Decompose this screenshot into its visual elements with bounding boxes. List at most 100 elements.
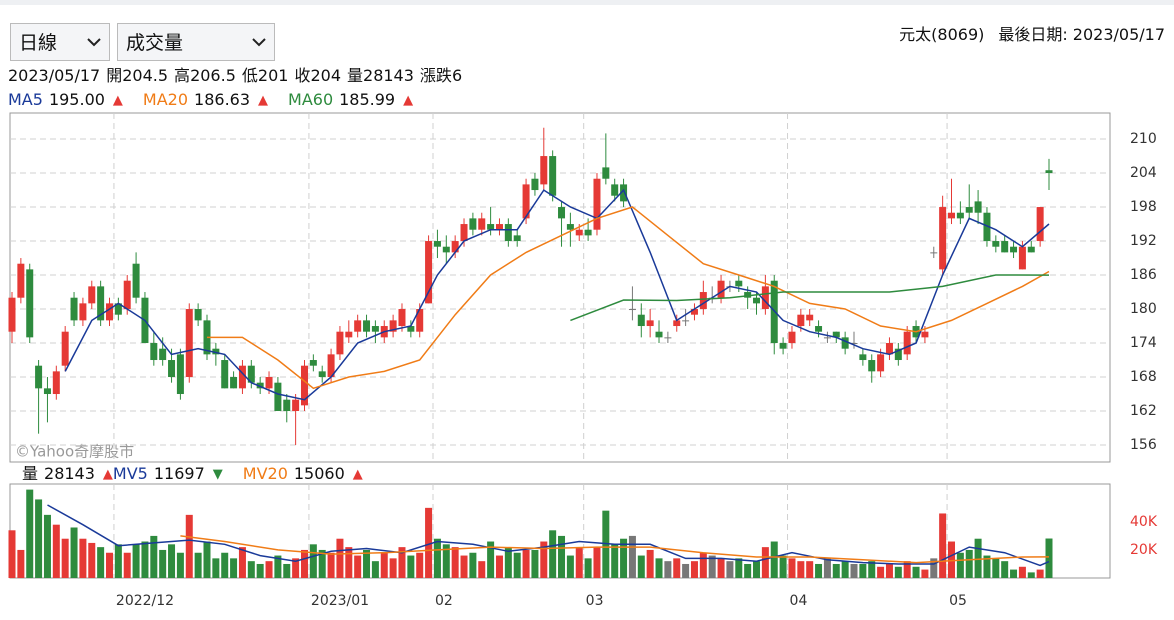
candle-body <box>221 360 229 389</box>
volume-bar <box>221 552 229 578</box>
volume-bar <box>726 561 734 578</box>
candle-body <box>779 343 787 349</box>
volume-bar <box>478 561 486 578</box>
candle-body <box>628 309 636 311</box>
volume-bar <box>584 558 592 578</box>
candle-body <box>61 331 69 366</box>
volume-bar <box>885 563 893 578</box>
volume-bar <box>43 514 51 578</box>
indicator-select[interactable]: 成交量 <box>117 23 275 61</box>
candle-body <box>992 241 1000 247</box>
candle-body <box>504 224 512 242</box>
period-select[interactable]: 日線 <box>10 23 110 61</box>
candle-body <box>753 297 761 304</box>
candle-body <box>194 309 202 321</box>
candle-body <box>159 348 167 361</box>
candle-body <box>105 303 113 321</box>
top-strip <box>0 0 1174 5</box>
volume-bar <box>300 549 308 578</box>
volume-bar <box>549 530 557 578</box>
volume-bar <box>105 552 113 578</box>
volume-bar <box>992 558 1000 578</box>
volume-bar <box>185 514 193 578</box>
chevron <box>252 38 266 47</box>
candle-body <box>26 269 34 338</box>
stock-header: 元太(8069) 最後日期: 2023/05/17 <box>899 25 1165 44</box>
ma-line <box>47 504 1050 567</box>
candle-body <box>185 309 193 378</box>
volume-bar <box>566 555 574 578</box>
candle-body <box>398 309 406 327</box>
candle-body <box>238 365 246 389</box>
candle-body <box>1001 241 1009 253</box>
volume-bar <box>70 527 78 578</box>
volume-bar <box>894 566 902 578</box>
candle-body <box>132 263 140 298</box>
legend-value: 11697 <box>154 464 205 483</box>
candle-body <box>425 241 433 304</box>
volume-bar <box>770 541 778 578</box>
candle-body <box>761 286 769 310</box>
period-label: 日線 <box>19 32 58 54</box>
candle-body <box>611 184 619 196</box>
volume-bar <box>425 507 433 578</box>
info-key: 低 <box>242 66 258 85</box>
candle-body <box>70 297 78 321</box>
candle-body <box>797 314 805 327</box>
candle-body <box>903 331 911 355</box>
volume-bar <box>753 561 761 578</box>
legend-name: MA20 <box>143 90 188 109</box>
y-tick-label: 192 <box>1130 233 1157 249</box>
candle-body <box>823 337 831 339</box>
volume-bar <box>88 542 96 578</box>
candle-body <box>664 337 672 339</box>
volume-bar <box>761 547 769 578</box>
y-tick-label: 174 <box>1130 335 1157 351</box>
candle-body <box>513 235 521 242</box>
y-tick-label: 198 <box>1130 199 1157 215</box>
info-value: 28143 <box>363 66 414 85</box>
legend-name: 量 <box>22 464 38 483</box>
x-tick-label: 04 <box>790 593 808 609</box>
stock-name: 元太(8069) <box>899 25 984 44</box>
candle-body <box>495 224 503 230</box>
volume-bar <box>531 549 539 578</box>
y-tick-label: 40K <box>1130 514 1158 530</box>
volume-bar <box>442 544 450 578</box>
volume-bar <box>389 558 397 578</box>
candle-body <box>921 331 929 338</box>
volume-bar <box>1010 569 1018 578</box>
candle-body <box>620 184 628 202</box>
candle-body <box>877 354 885 372</box>
volume-bar <box>141 541 149 578</box>
candle-body <box>549 156 557 196</box>
candle-body <box>948 212 956 219</box>
candle-body <box>682 320 690 322</box>
volume-bar <box>655 558 663 578</box>
volume-bar <box>495 555 503 578</box>
volume-bar <box>265 561 273 578</box>
candle-body <box>451 241 459 253</box>
candle-body <box>79 303 87 321</box>
ma-line <box>570 274 1050 322</box>
volume-bar <box>868 561 876 578</box>
volume-bar <box>380 552 388 578</box>
volume-bar <box>850 563 858 578</box>
volume-bar <box>363 549 371 578</box>
info-value: 204 <box>310 66 341 85</box>
volume-bar <box>797 561 805 578</box>
volume-bar <box>460 555 468 578</box>
volume-bar <box>52 524 60 578</box>
candle-body <box>894 348 902 361</box>
candle-body <box>744 292 752 298</box>
volume-bar <box>203 541 211 578</box>
candle-body <box>487 224 495 230</box>
volume-bar <box>1045 538 1053 578</box>
volume-bar <box>309 544 317 578</box>
candle-body <box>655 331 663 338</box>
volume-bar <box>283 563 291 578</box>
info-line: 2023/05/17 開204.5 高206.5 低201 收204 量28143 漲跌6 <box>8 66 462 85</box>
volume-bar <box>522 549 530 578</box>
candle-body <box>274 382 282 412</box>
volume-bar <box>859 563 867 578</box>
